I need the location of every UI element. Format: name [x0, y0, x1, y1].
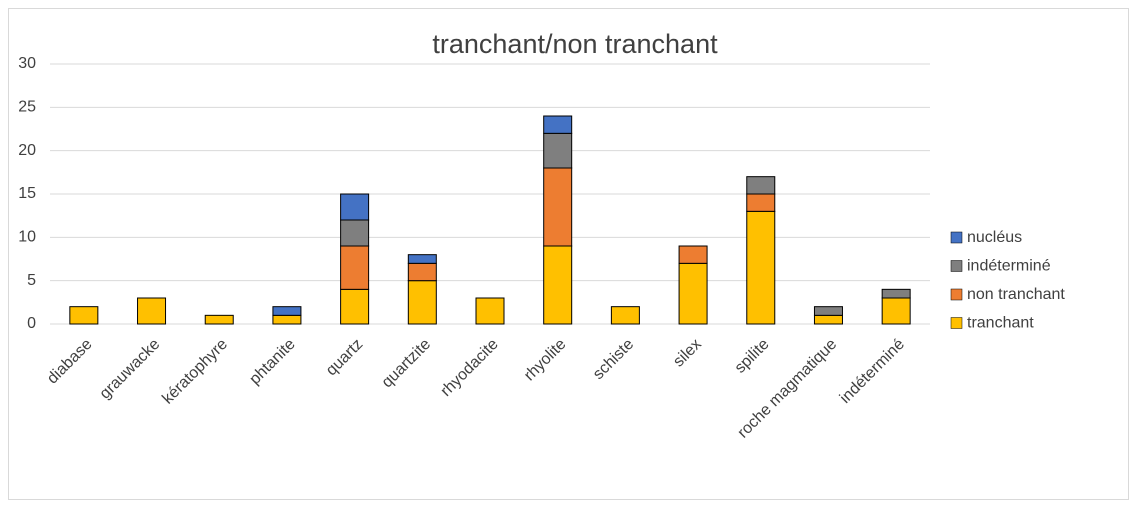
bar-segment — [813, 314, 843, 325]
bar-segment — [272, 314, 302, 325]
bar-segment — [340, 288, 370, 325]
bar-segment — [543, 167, 573, 247]
bar-segment — [137, 297, 167, 325]
bar-segment — [69, 306, 99, 325]
legend-swatch — [950, 317, 963, 329]
bar-segment — [340, 219, 370, 247]
legend-label: tranchant — [967, 315, 1034, 332]
bar-segment — [813, 306, 843, 316]
chart-title: tranchant/non tranchant — [432, 29, 718, 59]
legend-swatch — [950, 231, 963, 244]
bar-segment — [678, 245, 708, 264]
y-tick-label: 20 — [18, 142, 36, 159]
legend-label: nucléus — [967, 229, 1022, 246]
bar-segment — [407, 254, 437, 264]
legend-label: non tranchant — [967, 286, 1065, 303]
bar-segment — [407, 262, 437, 282]
bar-segment — [746, 193, 776, 212]
bar-segment — [881, 288, 911, 299]
bar-segment — [204, 314, 234, 325]
bar-segment — [407, 280, 437, 325]
bar-segment — [272, 306, 302, 316]
bar-segment — [881, 297, 911, 325]
bar-segment — [610, 306, 640, 325]
bar-segment — [543, 245, 573, 325]
legend-label: indéterminé — [967, 258, 1051, 275]
legend-swatch — [950, 260, 963, 272]
bar-segment — [340, 193, 370, 221]
y-tick-label: 25 — [18, 99, 36, 116]
bar-segment — [543, 132, 573, 169]
bar-segment — [475, 297, 505, 325]
bar-segment — [543, 115, 573, 134]
bar-segment — [746, 210, 776, 325]
y-tick-label: 10 — [18, 229, 36, 246]
y-tick-label: 30 — [18, 55, 36, 72]
y-tick-label: 0 — [27, 315, 36, 332]
bar-segment — [340, 245, 370, 290]
bar-segment — [678, 262, 708, 325]
bar-segment — [746, 176, 776, 195]
y-tick-label: 5 — [27, 272, 36, 289]
legend-swatch — [950, 288, 963, 301]
y-tick-label: 15 — [18, 185, 36, 202]
